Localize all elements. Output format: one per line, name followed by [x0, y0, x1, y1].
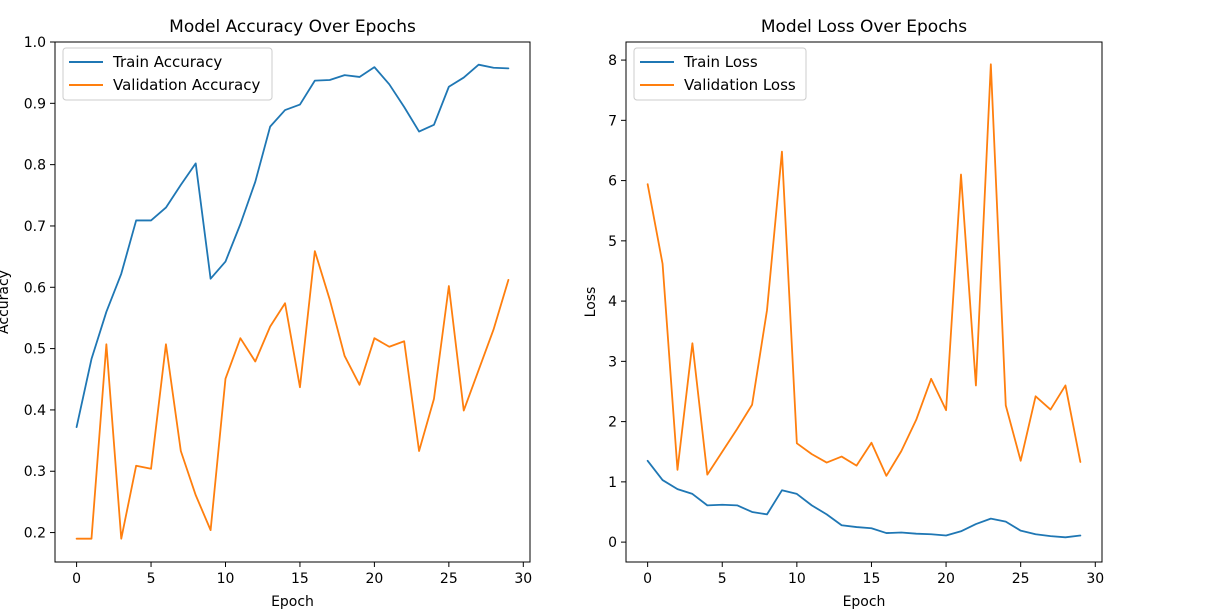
x-tick-label: 10 [788, 571, 806, 587]
legend-entry: Train Accuracy [112, 53, 222, 71]
y-tick-label: 7 [608, 113, 617, 129]
y-tick-label: 1.0 [24, 35, 46, 51]
series-line-train [75, 63, 510, 428]
y-tick-label: 0.4 [24, 403, 46, 419]
legend: Train Accuracy Validation Accuracy [62, 47, 273, 101]
axis-ticks: 0 5 10 15 20 25 30 0.2 0.3 0.4 0.5 0.6 0.7 0.8 0.9 1.0 [24, 35, 532, 587]
series-lines [75, 63, 510, 540]
plot-frame [54, 41, 531, 563]
x-tick-label: 30 [514, 571, 532, 587]
legend-box [633, 47, 807, 101]
legend: Train Loss Validation Loss [633, 47, 807, 101]
x-tick-label: 15 [291, 571, 309, 587]
x-tick-label: 10 [217, 571, 235, 587]
y-axis-label: Accuracy [0, 270, 12, 334]
x-tick-label: 20 [937, 571, 955, 587]
x-tick-label: 5 [718, 571, 727, 587]
series-line-validation [75, 250, 510, 540]
y-tick-label: 0.2 [24, 526, 46, 542]
accuracy-chart: Model Accuracy Over Epochs Epoch Accurac… [0, 17, 532, 610]
chart-title: Model Accuracy Over Epochs [169, 17, 416, 37]
x-tick-label: 30 [1086, 571, 1104, 587]
y-tick-label: 0.7 [24, 219, 46, 235]
chart-title: Model Loss Over Epochs [761, 17, 967, 37]
y-tick-label: 0 [608, 535, 617, 551]
legend-box [62, 47, 273, 101]
x-tick-label: 20 [365, 571, 383, 587]
y-tick-label: 3 [608, 354, 617, 370]
x-tick-label: 15 [863, 571, 881, 587]
series-lines [646, 63, 1082, 539]
y-tick-label: 0.3 [24, 464, 46, 480]
y-tick-label: 0.8 [24, 158, 46, 174]
y-tick-label: 6 [608, 174, 617, 190]
y-tick-label: 4 [608, 294, 617, 310]
series-line-train [646, 459, 1082, 539]
x-axis-label: Epoch [271, 594, 314, 610]
legend-entry: Validation Loss [684, 76, 796, 94]
plot-frame [625, 41, 1103, 563]
y-axis-label: Loss [583, 287, 599, 318]
x-tick-label: 25 [1012, 571, 1030, 587]
y-tick-label: 8 [608, 53, 617, 69]
x-tick-label: 5 [147, 571, 156, 587]
series-line-validation [646, 63, 1082, 477]
y-tick-label: 0.5 [24, 342, 46, 358]
legend-entry: Validation Accuracy [113, 76, 260, 94]
loss-chart: Model Loss Over Epochs Epoch Loss 0 5 10 15… [583, 17, 1104, 610]
legend-entry: Train Loss [683, 53, 758, 71]
x-axis-label: Epoch [843, 594, 886, 610]
x-tick-label: 0 [643, 571, 652, 587]
y-tick-label: 0.9 [24, 96, 46, 112]
x-tick-label: 25 [440, 571, 458, 587]
y-tick-label: 1 [608, 475, 617, 491]
x-tick-label: 0 [72, 571, 81, 587]
y-tick-label: 2 [608, 415, 617, 431]
axis-ticks: 0 5 10 15 20 25 30 0 1 2 3 4 5 6 7 8 [608, 53, 1104, 587]
y-tick-label: 0.6 [24, 280, 46, 296]
y-tick-label: 5 [608, 234, 617, 250]
